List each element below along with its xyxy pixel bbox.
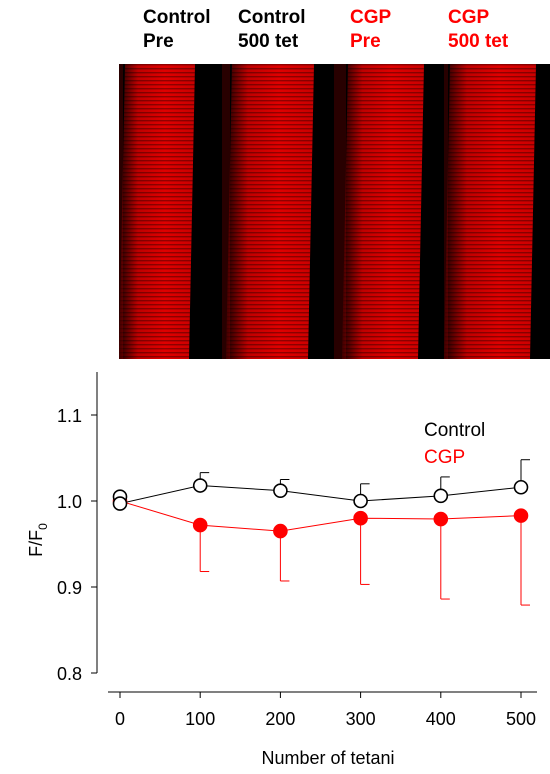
fluorescence-image-strip xyxy=(119,64,550,359)
y-tick-label: 1.0 xyxy=(57,492,82,512)
fiber-fluorescence-icon xyxy=(444,64,536,359)
panel-label-cgp-pre: CGP Pre xyxy=(350,6,391,54)
panel-label-control-500tet: Control 500 tet xyxy=(238,6,306,54)
data-point xyxy=(513,508,529,523)
fiber-fluorescence-icon xyxy=(119,64,195,359)
fiber-fluorescence-icon xyxy=(334,64,424,359)
series-line xyxy=(119,485,522,505)
fiber-image-cgp-pre xyxy=(334,64,444,359)
panel-label-line2: Pre xyxy=(143,31,174,52)
data-point xyxy=(273,483,288,498)
data-point xyxy=(353,510,368,526)
x-tick-label: 400 xyxy=(426,709,456,729)
legend-entry: CGP xyxy=(424,447,465,468)
y-tick-label: 0.8 xyxy=(57,664,82,684)
y-tick-label: 0.9 xyxy=(57,578,82,598)
y-axis-label-subscript: 0 xyxy=(36,523,50,530)
panel-label-control-pre: Control Pre xyxy=(143,6,211,54)
data-point xyxy=(513,479,529,495)
x-tick-label: 200 xyxy=(265,709,295,729)
data-point xyxy=(192,517,208,533)
panel-label-line1: CGP xyxy=(350,7,392,28)
x-tick-label: 100 xyxy=(185,709,215,729)
x-tick-label: 300 xyxy=(346,709,376,729)
series-line xyxy=(119,500,522,532)
panel-label-line2: Pre xyxy=(350,31,381,52)
fiber-fluorescence-icon xyxy=(222,64,314,359)
image-panel-labels: Control Pre Control 500 tet CGP Pre CGP … xyxy=(0,0,550,64)
fiber-image-control-pre xyxy=(119,64,229,359)
data-point xyxy=(273,523,288,539)
ff0-line-chart: 0.8 0.9 1.0 1.1 0 100 200 300 400 500 Number of te… xyxy=(26,372,537,768)
panel-label-line1: CGP xyxy=(448,7,490,28)
panel-label-line2: 500 tet xyxy=(238,31,299,52)
panel-label-cgp-500tet: CGP 500 tet xyxy=(448,6,508,54)
data-point xyxy=(353,493,368,509)
data-point xyxy=(433,511,449,527)
panel-label-line1: Control xyxy=(143,7,211,28)
y-axis-label: F/F0 xyxy=(26,523,50,557)
panel-label-line2: 500 tet xyxy=(448,31,509,52)
fiber-image-cgp-500tet xyxy=(444,64,550,359)
x-axis-label: Number of tetani xyxy=(261,748,394,768)
panel-label-line1: Control xyxy=(238,7,306,28)
y-tick-label: 1.1 xyxy=(57,406,82,426)
x-tick-label: 500 xyxy=(506,709,536,729)
data-point xyxy=(192,478,208,493)
data-point xyxy=(112,496,128,511)
x-tick-label: 0 xyxy=(115,709,125,729)
fiber-image-control-500tet xyxy=(222,64,332,359)
legend-entry: Control xyxy=(424,420,485,441)
data-point xyxy=(433,488,449,504)
